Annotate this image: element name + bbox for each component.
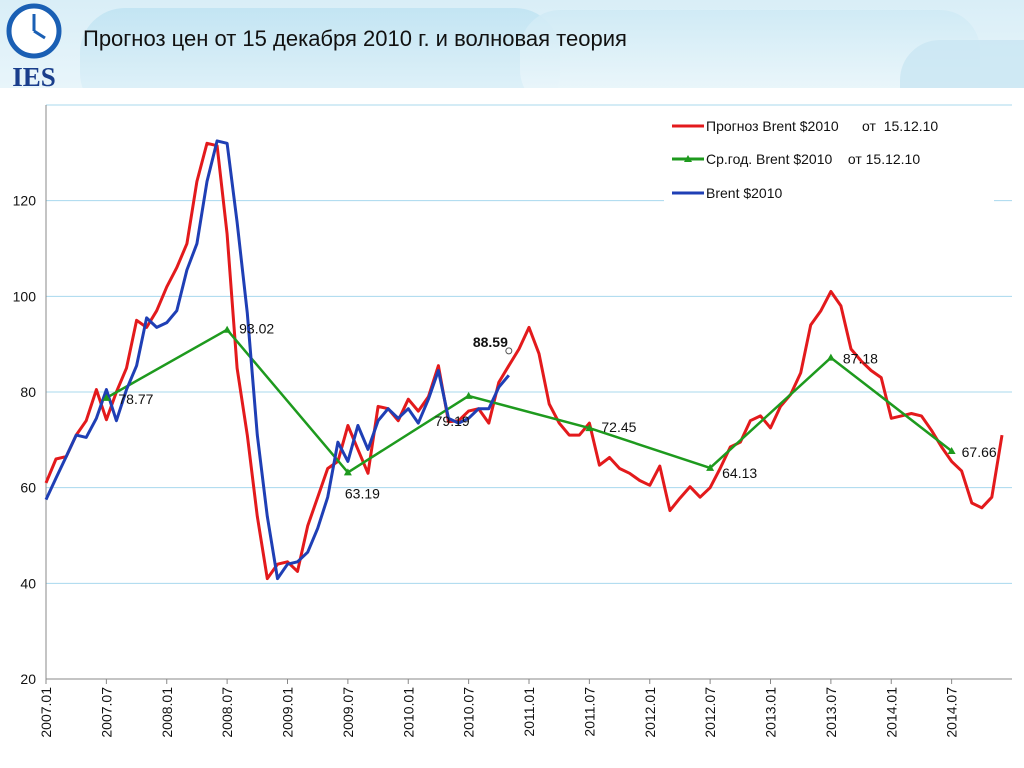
annual-data-label: 78.77	[118, 391, 153, 407]
annual-marker	[706, 463, 715, 471]
legend-label: Ср.год. Brent $2010 от 15.12.10	[706, 151, 920, 167]
legend-label: Brent $2010	[706, 185, 782, 201]
y-tick-label: 40	[20, 575, 36, 591]
x-tick-label: 2007.01	[38, 687, 54, 738]
annual-data-label: 64.13	[722, 465, 757, 481]
y-tick-label: 20	[20, 671, 36, 687]
annual-data-label: 87.18	[843, 351, 878, 367]
chart-area: 20 40 60 80 100 120 2007.01 2007.07 2008.01 2008.…	[0, 88, 1024, 768]
annual-marker	[585, 424, 594, 432]
annual-data-label: 67.66	[962, 444, 997, 460]
annual-marker	[826, 353, 835, 361]
x-tick-label: 2009.07	[340, 687, 356, 738]
x-tick-label: 2011.01	[521, 687, 537, 737]
x-tick-label: 2012.01	[642, 687, 658, 738]
brent-line	[44, 139, 510, 581]
x-tick-label: 2014.01	[883, 687, 899, 738]
annual-average-line	[105, 328, 953, 474]
annual-marker	[102, 393, 111, 401]
annual-data-label: 63.19	[345, 485, 380, 501]
x-tick-label: 2008.07	[219, 687, 235, 738]
annual-data-label: 72.45	[601, 419, 636, 435]
annual-data-label: 93.02	[239, 321, 274, 337]
x-tick-label: 2009.01	[280, 687, 296, 738]
annotation-marker	[505, 347, 513, 355]
legend-marker	[684, 155, 692, 162]
legend-label: Прогноз Brent $2010 от 15.12.10	[706, 118, 938, 134]
x-tick-label: 2008.01	[159, 687, 175, 738]
annual-marker	[464, 391, 473, 399]
annual-data-label: 79.19	[435, 413, 470, 429]
x-tick-label: 2010.07	[461, 687, 477, 738]
x-tick-label: 2010.01	[400, 687, 416, 738]
x-tick-label: 2007.07	[98, 687, 114, 738]
annual-marker	[947, 447, 956, 455]
logo-text: IES	[12, 62, 56, 92]
y-tick-label: 60	[20, 480, 36, 496]
annual-marker	[343, 468, 352, 476]
x-tick-label: 2011.07	[581, 687, 597, 737]
x-tick-label: 2012.07	[702, 687, 718, 738]
annual-marker	[223, 325, 232, 333]
y-tick-label: 80	[20, 384, 36, 400]
legend-box	[664, 113, 994, 213]
annotation-label: 88.59	[473, 334, 508, 350]
x-tick-label: 2013.01	[763, 687, 779, 738]
forecast-line	[44, 141, 1004, 581]
x-tick-label: 2014.07	[944, 687, 960, 738]
price-forecast-chart: 20 40 60 80 100 120 2007.01 2007.07 2008.01 2008.…	[13, 104, 1012, 738]
slide-title: Прогноз цен от 15 декабря 2010 г. и волн…	[83, 26, 627, 51]
y-tick-label: 100	[13, 288, 37, 304]
y-tick-label: 120	[13, 193, 37, 209]
x-tick-label: 2013.07	[823, 687, 839, 738]
